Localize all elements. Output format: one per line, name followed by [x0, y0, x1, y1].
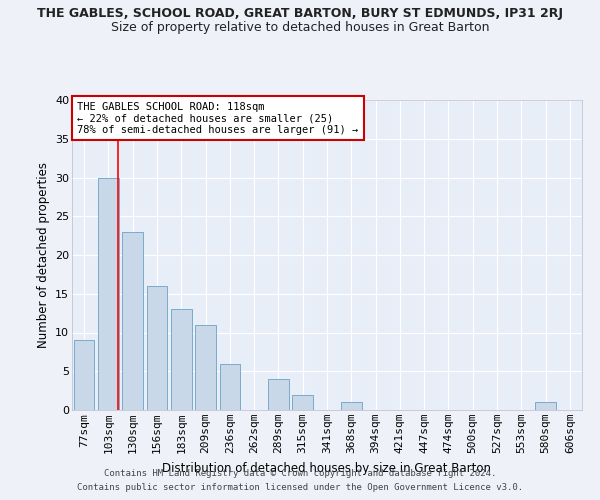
Bar [292, 394, 313, 410]
Text: THE GABLES SCHOOL ROAD: 118sqm
← 22% of detached houses are smaller (25)
78% of : THE GABLES SCHOOL ROAD: 118sqm ← 22% of … [77, 102, 358, 134]
Y-axis label: Number of detached properties: Number of detached properties [37, 162, 50, 348]
Bar [122, 232, 143, 410]
Bar [146, 286, 167, 410]
Bar [195, 325, 216, 410]
Bar [341, 402, 362, 410]
Text: Size of property relative to detached houses in Great Barton: Size of property relative to detached ho… [111, 21, 489, 34]
Text: Contains public sector information licensed under the Open Government Licence v3: Contains public sector information licen… [77, 484, 523, 492]
X-axis label: Distribution of detached houses by size in Great Barton: Distribution of detached houses by size … [163, 462, 491, 474]
Text: THE GABLES, SCHOOL ROAD, GREAT BARTON, BURY ST EDMUNDS, IP31 2RJ: THE GABLES, SCHOOL ROAD, GREAT BARTON, B… [37, 8, 563, 20]
Bar [268, 379, 289, 410]
Bar [74, 340, 94, 410]
Bar [171, 309, 191, 410]
Bar [535, 402, 556, 410]
Bar [98, 178, 119, 410]
Text: Contains HM Land Registry data © Crown copyright and database right 2024.: Contains HM Land Registry data © Crown c… [104, 468, 496, 477]
Bar [220, 364, 240, 410]
